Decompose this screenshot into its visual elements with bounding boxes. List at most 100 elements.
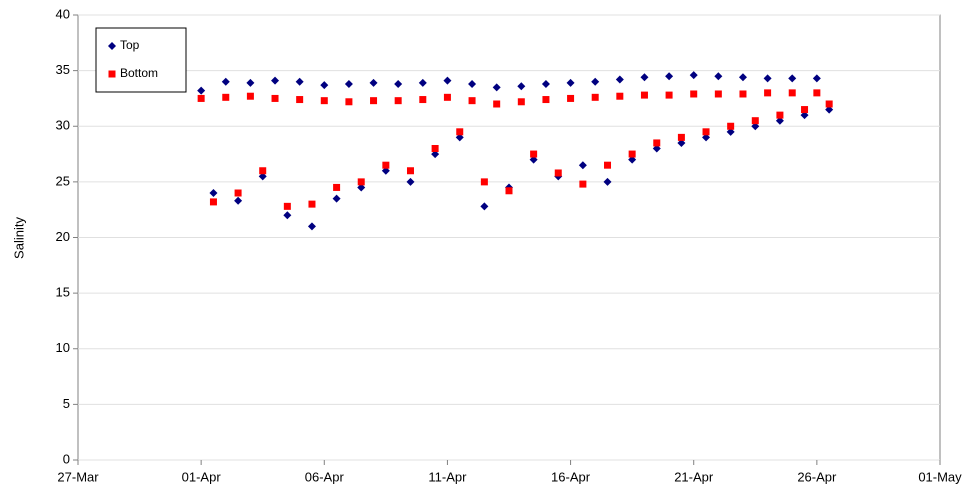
point	[259, 167, 267, 175]
legend-label: Bottom	[120, 66, 158, 80]
point	[480, 202, 489, 211]
x-tick-label: 27-Mar	[57, 469, 99, 484]
y-tick-label: 10	[56, 340, 70, 355]
x-tick-label: 26-Apr	[797, 469, 837, 484]
point	[406, 177, 415, 186]
y-tick-label: 5	[63, 396, 70, 411]
point	[825, 105, 834, 114]
point	[702, 128, 710, 136]
y-tick-label: 25	[56, 173, 70, 188]
point	[308, 200, 316, 208]
point	[604, 161, 612, 169]
point	[677, 133, 685, 141]
legend-box	[95, 27, 187, 93]
point	[530, 150, 538, 158]
point	[652, 144, 661, 153]
point	[554, 169, 562, 177]
point	[258, 172, 267, 181]
y-tick-label: 35	[56, 62, 70, 77]
point	[307, 222, 316, 231]
point	[505, 187, 513, 195]
point	[677, 138, 686, 147]
point	[492, 83, 501, 92]
point	[468, 97, 476, 105]
point	[455, 133, 464, 142]
point	[480, 178, 488, 186]
point	[665, 91, 673, 99]
point	[578, 161, 587, 170]
point	[776, 111, 784, 119]
point	[493, 100, 501, 108]
point	[813, 89, 821, 97]
point	[209, 198, 217, 206]
point	[615, 75, 624, 84]
x-tick-label: 16-Apr	[551, 469, 591, 484]
point	[431, 145, 439, 152]
point	[714, 90, 722, 98]
point	[320, 97, 328, 105]
point	[726, 127, 735, 136]
point	[419, 96, 427, 104]
point	[579, 180, 587, 188]
x-tick-label: 01-May	[918, 469, 962, 484]
point	[357, 178, 365, 186]
y-tick-label: 0	[63, 451, 70, 466]
point	[296, 96, 304, 104]
point	[689, 71, 698, 80]
point	[246, 92, 254, 100]
point	[382, 161, 390, 169]
y-tick-label: 40	[56, 6, 70, 21]
point	[381, 166, 390, 175]
point	[443, 93, 451, 101]
point	[801, 106, 809, 114]
point	[825, 100, 833, 108]
point	[209, 189, 218, 197]
point	[751, 122, 760, 131]
point	[727, 122, 735, 130]
point	[234, 189, 242, 197]
point	[332, 194, 341, 203]
point	[566, 78, 575, 87]
point	[443, 76, 452, 85]
point	[271, 94, 279, 102]
point	[812, 74, 821, 83]
point	[751, 117, 759, 125]
y-tick-label: 30	[56, 118, 70, 133]
point	[738, 73, 747, 82]
point	[517, 82, 526, 91]
point	[541, 79, 550, 88]
legend-label: Top	[120, 38, 140, 52]
point	[739, 90, 747, 98]
point	[234, 196, 243, 205]
point	[197, 86, 206, 95]
point	[628, 150, 636, 158]
point	[616, 92, 624, 100]
point	[800, 111, 809, 120]
point	[690, 90, 698, 98]
point	[714, 72, 723, 81]
point	[271, 76, 280, 85]
point	[665, 72, 674, 81]
point	[333, 183, 341, 191]
point	[775, 116, 784, 125]
point	[788, 89, 796, 97]
point	[283, 202, 291, 210]
y-tick-label: 15	[56, 285, 70, 300]
point	[640, 73, 649, 82]
point	[763, 74, 772, 83]
point	[295, 77, 304, 86]
point	[591, 93, 599, 101]
point	[406, 167, 414, 175]
y-axis-title: Salinity	[11, 217, 26, 259]
point	[283, 211, 292, 220]
point	[653, 139, 661, 147]
point	[764, 89, 772, 97]
point	[370, 97, 378, 105]
point	[221, 77, 230, 86]
x-tick-label: 01-Apr	[182, 469, 222, 484]
point	[246, 78, 255, 87]
point	[394, 97, 402, 105]
point	[345, 98, 353, 106]
x-tick-label: 06-Apr	[305, 469, 345, 484]
